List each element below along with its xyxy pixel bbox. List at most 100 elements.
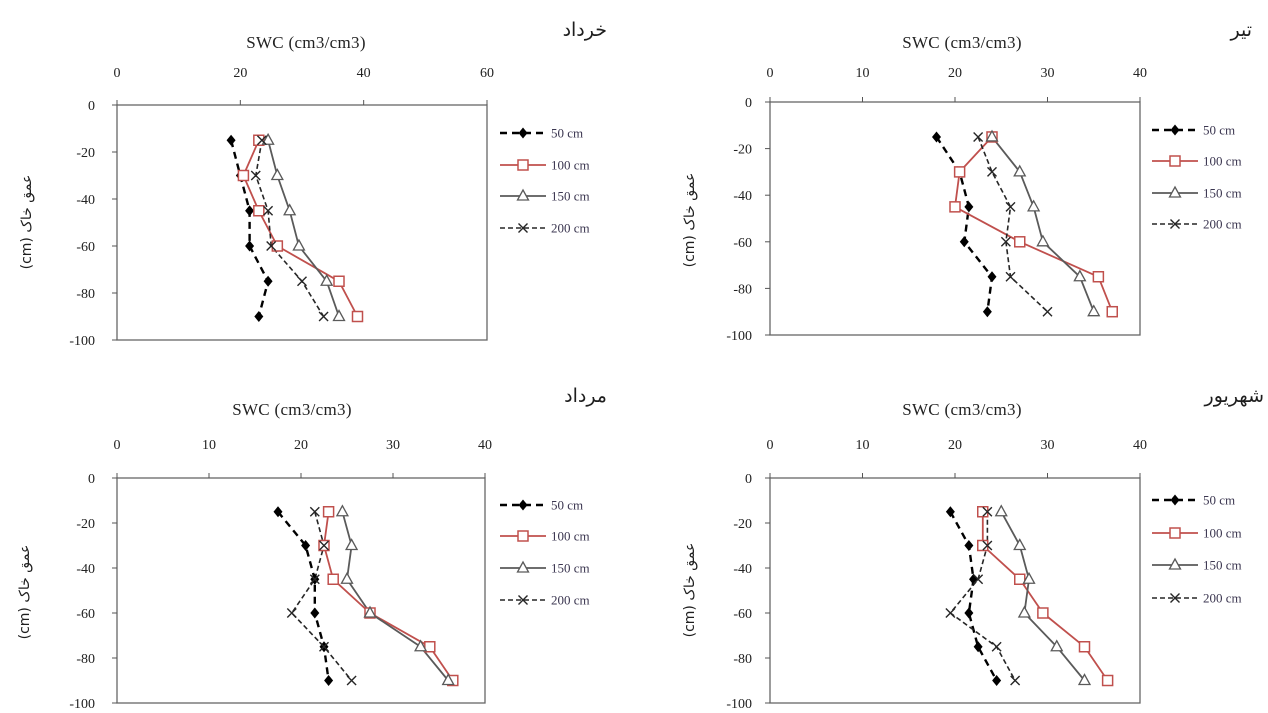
series-line-100cm — [242, 139, 359, 317]
data-point-100cm — [351, 310, 364, 323]
data-point-150cm — [1073, 269, 1087, 282]
chart-title: خرداد — [562, 19, 607, 41]
y-tick-label: -60 — [733, 236, 752, 251]
legend-marker-50cm — [1170, 494, 1180, 506]
y-tick-label: -40 — [76, 193, 95, 208]
x-tick-label: 30 — [1041, 438, 1055, 453]
legend-marker-100cm — [517, 159, 529, 171]
data-point-100cm — [1014, 573, 1026, 585]
data-point-100cm — [1092, 271, 1105, 283]
data-point-200cm — [973, 574, 984, 585]
legend-marker-100cm — [1169, 155, 1181, 167]
legend-label-50cm: 50 cm — [1203, 123, 1235, 138]
chart-title: مرداد — [564, 385, 607, 407]
data-point-200cm — [309, 506, 320, 517]
data-point-100cm — [253, 134, 265, 146]
y-tick-label: -40 — [733, 189, 752, 204]
series-line-200cm — [977, 136, 1049, 313]
x-tick-label: 40 — [357, 66, 371, 81]
data-point-50cm — [987, 271, 997, 283]
x-axis-label: SWC (cm3/cm3) — [232, 400, 352, 419]
chart-panel: 0 10 20 30 40 0 -20 -40 -60 -80 -100 50 cm 100 cm 150… — [726, 438, 1241, 712]
plot-frame — [769, 477, 1141, 704]
data-point-200cm — [346, 675, 357, 686]
series-line-50cm — [229, 139, 270, 317]
data-point-100cm — [333, 275, 345, 287]
y-tick-label: -80 — [76, 287, 95, 302]
data-point-150cm — [1013, 538, 1027, 551]
y-axis-label: عمق خاک (cm) — [682, 542, 698, 638]
data-point-100cm — [327, 573, 339, 585]
data-point-200cm — [250, 170, 261, 181]
data-point-50cm — [310, 607, 320, 619]
plot-frame — [116, 477, 486, 704]
legend-label-200cm: 200 cm — [1203, 217, 1242, 232]
data-point-100cm — [1014, 236, 1026, 248]
chart-title: شهریور — [1204, 385, 1264, 407]
data-point-200cm — [982, 540, 993, 551]
data-point-50cm — [945, 506, 955, 518]
y-tick-label: -80 — [733, 652, 752, 667]
data-point-50cm — [324, 675, 334, 686]
data-point-150cm — [1022, 571, 1036, 584]
y-axis-label: عمق خاک (cm) — [17, 544, 33, 640]
x-axis-label: SWC (cm3/cm3) — [246, 33, 366, 52]
data-point-150cm — [340, 571, 354, 584]
legend-marker-150cm — [1168, 185, 1182, 198]
data-point-150cm — [345, 538, 359, 551]
data-point-200cm — [973, 131, 984, 142]
x-axis-label: SWC (cm3/cm3) — [902, 400, 1022, 419]
y-tick-label: 0 — [745, 472, 752, 487]
data-point-150cm — [292, 238, 306, 251]
data-point-150cm — [283, 203, 297, 216]
data-point-50cm — [973, 641, 983, 653]
y-axis-label: عمق خاک (cm) — [19, 174, 35, 270]
data-point-200cm — [1005, 271, 1016, 282]
series-line-50cm — [935, 136, 994, 312]
x-tick-label: 20 — [233, 66, 247, 81]
x-tick-label: 10 — [856, 66, 870, 81]
y-tick-label: -100 — [726, 329, 752, 344]
legend-label-150cm: 150 cm — [551, 561, 590, 576]
data-point-50cm — [245, 240, 255, 252]
data-point-200cm — [1000, 236, 1011, 247]
legend-marker-50cm — [1170, 124, 1180, 136]
x-tick-label: 40 — [1133, 438, 1147, 453]
series-line-50cm — [949, 511, 998, 682]
legend-label-150cm: 150 cm — [1203, 186, 1242, 201]
legend-label-150cm: 150 cm — [551, 189, 590, 204]
data-point-100cm — [1078, 641, 1091, 653]
y-tick-label: 0 — [745, 96, 752, 111]
data-point-150cm — [985, 129, 999, 142]
data-point-100cm — [977, 506, 989, 518]
chart-panel: 0 20 40 60 0 -20 -40 -60 -80 -100 50 cm 100 cm 150 c… — [69, 66, 589, 349]
data-point-150cm — [441, 673, 455, 686]
legend-label-50cm: 50 cm — [551, 126, 583, 141]
data-point-100cm — [953, 166, 966, 178]
series-line-150cm — [341, 511, 449, 682]
data-point-150cm — [1087, 304, 1101, 317]
y-tick-label: -60 — [76, 607, 95, 622]
series-line-150cm — [267, 140, 340, 317]
data-point-50cm — [226, 134, 236, 146]
data-point-150cm — [332, 309, 346, 322]
series-line-50cm — [277, 511, 330, 681]
y-tick-label: -40 — [733, 562, 752, 577]
legend-label-200cm: 200 cm — [551, 593, 590, 608]
series-line-150cm — [991, 136, 1095, 313]
legend-label-200cm: 200 cm — [1203, 591, 1242, 606]
data-point-200cm — [286, 608, 297, 618]
data-point-150cm — [414, 639, 428, 652]
series-line-200cm — [290, 511, 353, 682]
x-tick-label: 30 — [1041, 66, 1055, 81]
data-point-200cm — [309, 574, 320, 585]
legend-marker-50cm — [518, 499, 528, 511]
data-point-200cm — [991, 641, 1002, 652]
data-point-100cm — [977, 539, 989, 552]
series-line-150cm — [1000, 511, 1086, 682]
data-point-50cm — [959, 236, 969, 248]
legend-marker-100cm — [1169, 527, 1181, 539]
legend-marker-150cm — [1168, 557, 1182, 570]
data-point-50cm — [932, 131, 941, 143]
